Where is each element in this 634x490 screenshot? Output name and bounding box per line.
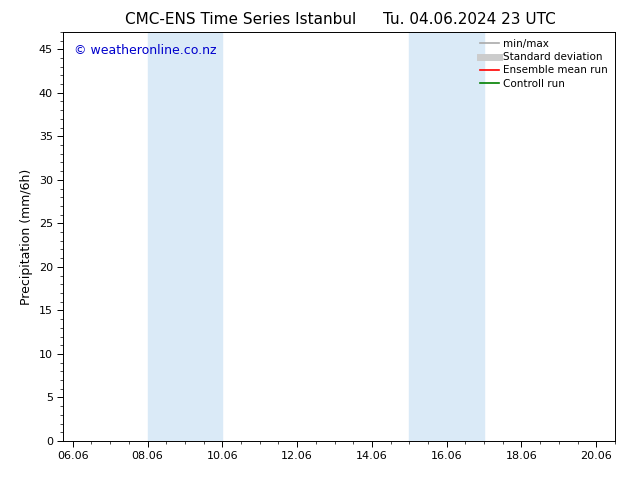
- Text: CMC-ENS Time Series Istanbul: CMC-ENS Time Series Istanbul: [126, 12, 356, 27]
- Text: © weatheronline.co.nz: © weatheronline.co.nz: [74, 44, 217, 57]
- Legend: min/max, Standard deviation, Ensemble mean run, Controll run: min/max, Standard deviation, Ensemble me…: [478, 37, 610, 91]
- Bar: [410, 32, 484, 441]
- Y-axis label: Precipitation (mm/6h): Precipitation (mm/6h): [20, 168, 34, 305]
- Text: Tu. 04.06.2024 23 UTC: Tu. 04.06.2024 23 UTC: [383, 12, 555, 27]
- Bar: [148, 32, 223, 441]
